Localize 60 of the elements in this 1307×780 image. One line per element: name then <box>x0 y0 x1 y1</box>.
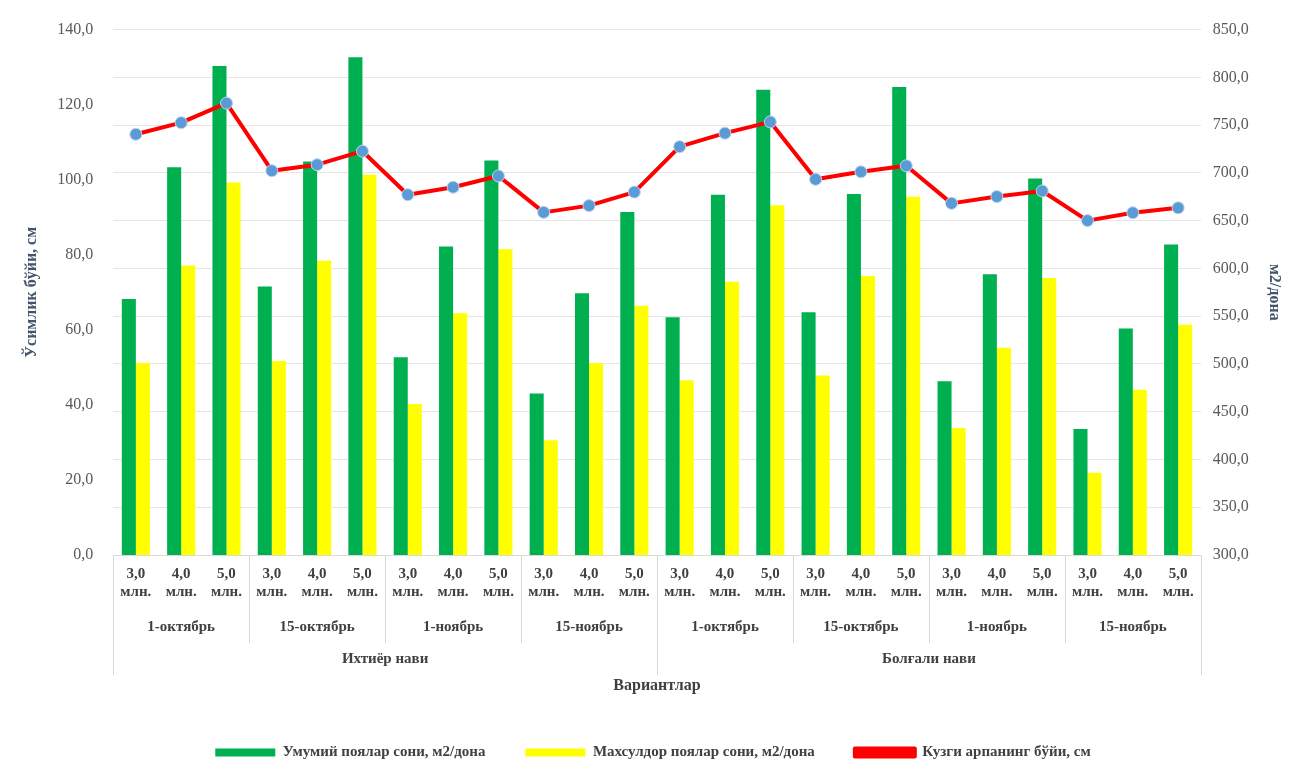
y-tick-label: 60,0 <box>65 320 94 338</box>
y2-axis-title: м2/дона <box>1267 263 1285 321</box>
x-tick-label: 5,0 млн. <box>1026 564 1058 599</box>
y2-tick-label: 300,0 <box>1212 545 1249 563</box>
x-tick-label: 4,0 млн. <box>573 564 605 599</box>
y2-tick-label: 850,0 <box>1212 19 1249 37</box>
x-tick-label: 4,0 млн. <box>709 564 741 599</box>
y2-tick-label: 500,0 <box>1212 354 1249 372</box>
x-axis-title: Вариантлар <box>613 675 701 694</box>
x-tick-label: 4,0 млн. <box>845 564 877 599</box>
x-tick-label: 5,0 млн. <box>1162 564 1194 599</box>
text: 15-октябрь <box>823 617 899 634</box>
x-tick-label: 3,0 млн. <box>392 564 424 599</box>
y2-tick-label: 450,0 <box>1212 401 1249 419</box>
text: 1-ноябрь <box>422 617 484 634</box>
y-tick-label: 100,0 <box>57 169 94 187</box>
text: 1-ноябрь <box>966 617 1028 634</box>
y2-tick-label: 800,0 <box>1212 67 1249 85</box>
x-tick-label: 5,0 млн. <box>754 564 787 599</box>
x-tick-label: 4,0 млн. <box>981 564 1013 599</box>
y-tick-label: 40,0 <box>65 395 94 413</box>
x-tick-label: 5,0 млн. <box>618 564 651 599</box>
legend-label: Умумий поялар сони, м2/дона <box>282 743 486 760</box>
y2-tick-label: 650,0 <box>1212 210 1249 228</box>
y-tick-label: 120,0 <box>57 94 94 112</box>
x-tick-label: 3,0 млн. <box>1071 564 1104 599</box>
legend-label: Махсулдор поялар сони, м2/дона <box>592 743 816 760</box>
y-tick-label: 20,0 <box>65 470 94 488</box>
x-tick-label: 3,0 млн. <box>120 564 152 599</box>
y2-tick-label: 550,0 <box>1212 306 1249 324</box>
text: Ихтиёр нави <box>341 649 429 666</box>
x-tick-label: 3,0 млн. <box>664 564 696 599</box>
x-tick-label: 5,0 млн. <box>482 564 515 599</box>
y-tick-label: 140,0 <box>57 19 94 37</box>
legend-label: Кузги арпанинг бўйи, см <box>922 743 1091 760</box>
text: 15-октябрь <box>279 617 355 634</box>
x-tick-label: 5,0 млн. <box>210 564 243 599</box>
x-tick-label: 3,0 млн. <box>800 564 832 599</box>
x-tick-label: 4,0 млн. <box>437 564 469 599</box>
x-tick-label: 5,0 млн. <box>890 564 922 599</box>
x-tick-label: 4,0 млн. <box>165 564 197 599</box>
x-tick-label: 4,0 млн. <box>1117 564 1149 599</box>
text: 1-октябрь <box>691 617 759 634</box>
x-tick-label: 3,0 млн. <box>256 564 288 599</box>
text: 15-ноябрь <box>555 617 623 634</box>
y2-tick-label: 350,0 <box>1212 497 1249 515</box>
y-axis-title: Ўсимлик бўйи, см <box>20 226 40 358</box>
text: 15-ноябрь <box>1098 617 1167 634</box>
y2-tick-label: 750,0 <box>1212 115 1249 133</box>
x-tick-label: 3,0 млн. <box>936 564 968 599</box>
text: Болғали нави <box>882 649 977 666</box>
text: 1-октябрь <box>147 617 216 634</box>
y2-tick-label: 600,0 <box>1212 258 1249 276</box>
y2-tick-label: 700,0 <box>1212 163 1249 181</box>
y-tick-label: 0,0 <box>73 545 94 563</box>
y-tick-label: 80,0 <box>65 244 94 262</box>
x-tick-label: 4,0 млн. <box>301 564 333 599</box>
x-tick-label: 3,0 млн. <box>528 564 560 599</box>
y2-tick-label: 400,0 <box>1212 449 1249 467</box>
x-tick-label: 5,0 млн. <box>346 564 379 599</box>
